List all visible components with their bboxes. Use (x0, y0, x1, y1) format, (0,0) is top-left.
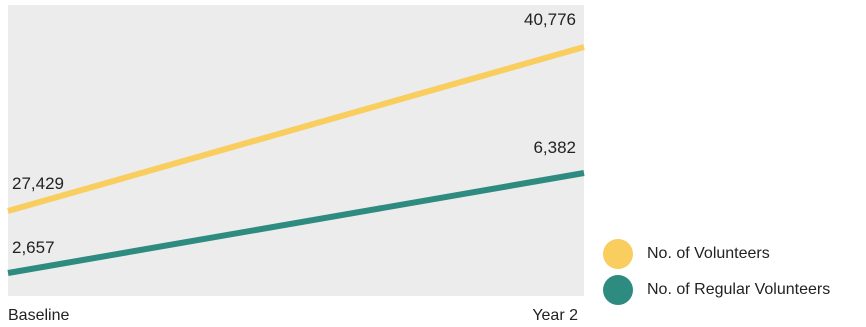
legend-swatch-volunteers (603, 239, 633, 269)
series-layer: 27,429 40,776 2,657 6,382 (7, 10, 585, 276)
legend-label-volunteers: No. of Volunteers (647, 245, 770, 262)
data-label-series-1-point-1: 27,429 (12, 174, 64, 193)
x-tick-label-year-2: Year 2 (532, 307, 578, 324)
legend-item-regular-volunteers: No. of Regular Volunteers (603, 272, 830, 308)
series-line-1 (7, 44, 585, 214)
legend-label-regular-volunteers: No. of Regular Volunteers (647, 281, 831, 298)
data-label-series-2-point-2: 6,382 (533, 138, 576, 157)
legend-item-volunteers: No. of Volunteers (603, 236, 830, 272)
legend: No. of Volunteers No. of Regular Volunte… (603, 236, 830, 308)
data-label-series-1-point-2: 40,776 (524, 10, 576, 29)
legend-swatch-regular-volunteers (603, 275, 633, 305)
data-label-series-2-point-1: 2,657 (12, 238, 55, 257)
x-tick-label-baseline: Baseline (8, 307, 69, 324)
plot-background (8, 5, 584, 296)
series-line-2 (7, 170, 585, 276)
